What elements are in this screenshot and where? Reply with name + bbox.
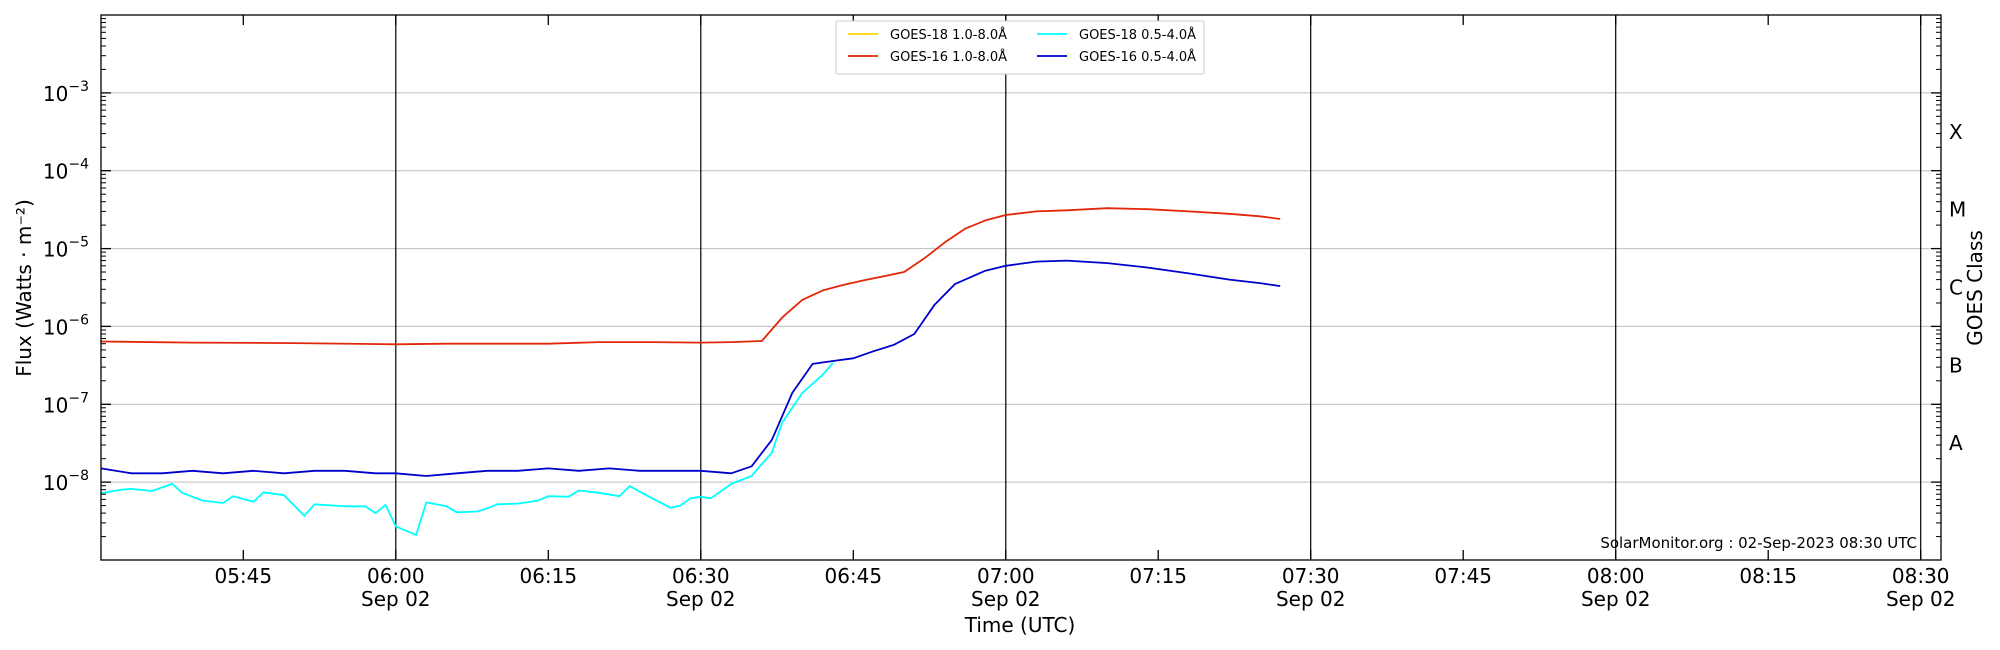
y-axis-ticks: 10−8 10−7 10−6 10−5 10−4 10−3 <box>43 18 1941 538</box>
x-tick-label: 06:30 <box>672 564 730 588</box>
y-tick-label: 10−4 <box>43 157 89 184</box>
y2-axis-title: GOES Class <box>1963 230 1987 346</box>
x-tick-label: 08:00 <box>1587 564 1645 588</box>
series-line-3 <box>100 259 1281 477</box>
goes-class-labels: A B C M X <box>1949 120 1966 455</box>
goes-class-label: B <box>1949 353 1963 377</box>
legend-label: GOES-18 0.5-4.0Å <box>1079 27 1196 43</box>
watermark-text: SolarMonitor.org : 02-Sep-2023 08:30 UTC <box>1600 534 1917 552</box>
series-line-2 <box>100 207 1281 346</box>
x-tick-date-label: Sep 02 <box>361 587 431 611</box>
x-tick-date-label: Sep 02 <box>666 587 736 611</box>
x-axis-title: Time (UTC) <box>964 613 1076 637</box>
x-tick-label: 07:30 <box>1282 564 1340 588</box>
x-tick-label: 08:30 <box>1892 564 1950 588</box>
x-tick-date-label: Sep 02 <box>971 587 1041 611</box>
x-tick-label: 06:00 <box>367 564 425 588</box>
vertical-time-lines <box>395 15 1922 560</box>
x-tick-date-label: Sep 02 <box>1581 587 1651 611</box>
x-tick-label: 05:45 <box>214 564 272 588</box>
y-tick-label: 10−7 <box>43 390 89 417</box>
plot-frame <box>100 14 1942 561</box>
x-tick-date-label: Sep 02 <box>1276 587 1346 611</box>
goes-class-label: C <box>1949 276 1963 300</box>
flux-series <box>100 207 1281 536</box>
goes-class-label: A <box>1949 431 1963 455</box>
x-tick-label: 06:15 <box>519 564 577 588</box>
legend-label: GOES-16 1.0-8.0Å <box>890 49 1007 65</box>
legend-box <box>835 20 1205 75</box>
legend-label: GOES-18 1.0-8.0Å <box>890 27 1007 43</box>
y-tick-label: 10−5 <box>43 235 89 262</box>
y-tick-label: 10−8 <box>43 468 89 495</box>
x-tick-label: 07:45 <box>1434 564 1492 588</box>
legend: GOES-18 1.0-8.0Å GOES-16 1.0-8.0Å GOES-18 … <box>835 20 1205 75</box>
goes-class-label: X <box>1949 120 1963 144</box>
y-tick-label: 10−6 <box>43 312 89 339</box>
x-tick-date-label: Sep 02 <box>1886 587 1956 611</box>
x-tick-label: 07:00 <box>977 564 1035 588</box>
series-line-1 <box>100 362 834 536</box>
y-tick-label: 10−3 <box>43 79 89 106</box>
goes-class-label: M <box>1949 198 1966 222</box>
legend-label: GOES-16 0.5-4.0Å <box>1079 49 1196 65</box>
y-axis-title: Flux (Watts · m⁻²) <box>12 199 36 377</box>
x-tick-label: 07:15 <box>1129 564 1187 588</box>
horizontal-gridlines <box>101 92 1941 483</box>
x-tick-label: 06:45 <box>824 564 882 588</box>
x-tick-label: 08:15 <box>1739 564 1797 588</box>
